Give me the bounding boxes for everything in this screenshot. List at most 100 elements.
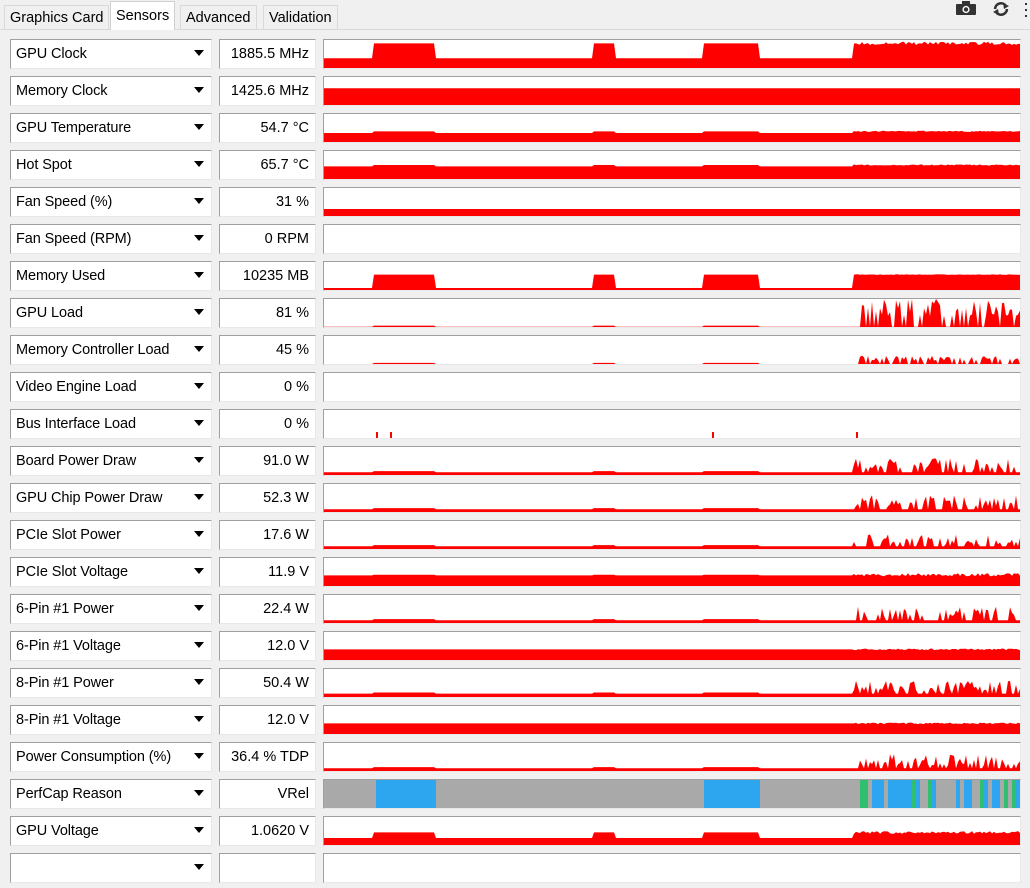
chevron-down-icon[interactable] xyxy=(194,753,204,759)
sensor-name-dropdown[interactable]: GPU Voltage xyxy=(10,816,212,846)
chevron-down-icon[interactable] xyxy=(194,87,204,93)
sensor-row: Memory Clock 1425.6 MHz xyxy=(0,74,1030,111)
perfcap-segment xyxy=(368,780,372,808)
perfcap-segment xyxy=(972,780,976,808)
sensor-row: Memory Controller Load 45 % xyxy=(0,333,1030,370)
perfcap-segment xyxy=(976,780,980,808)
perfcap-segment xyxy=(784,780,788,808)
chevron-down-icon[interactable] xyxy=(194,50,204,56)
sensor-name-dropdown[interactable]: PCIe Slot Power xyxy=(10,520,212,550)
sensor-value: 0 RPM xyxy=(219,224,316,254)
graph-area xyxy=(324,164,1020,179)
chevron-down-icon[interactable] xyxy=(194,531,204,537)
sensor-row: GPU Voltage 1.0620 V xyxy=(0,814,1030,851)
sensor-name-dropdown[interactable]: 6-Pin #1 Voltage xyxy=(10,631,212,661)
chevron-down-icon[interactable] xyxy=(194,420,204,426)
perfcap-segment xyxy=(892,780,896,808)
chevron-down-icon[interactable] xyxy=(194,235,204,241)
sensor-row: PCIe Slot Power 17.6 W xyxy=(0,518,1030,555)
chevron-down-icon[interactable] xyxy=(194,568,204,574)
sensor-name-dropdown[interactable]: Power Consumption (%) xyxy=(10,742,212,772)
chevron-down-icon[interactable] xyxy=(194,605,204,611)
perfcap-segment xyxy=(572,780,576,808)
chevron-down-icon[interactable] xyxy=(194,198,204,204)
perfcap-segment xyxy=(420,780,424,808)
chevron-down-icon[interactable] xyxy=(194,790,204,796)
perfcap-segment xyxy=(876,780,880,808)
perfcap-segment xyxy=(808,780,812,808)
chevron-down-icon[interactable] xyxy=(194,346,204,352)
sensor-name-dropdown[interactable]: GPU Clock xyxy=(10,39,212,69)
perfcap-segment xyxy=(992,780,996,808)
sensor-name-label: Memory Controller Load xyxy=(16,342,170,358)
sensor-row: GPU Temperature 54.7 °C xyxy=(0,111,1030,148)
sensor-value: 22.4 W xyxy=(219,594,316,624)
sensor-name-label: Memory Clock xyxy=(16,83,108,99)
chevron-down-icon[interactable] xyxy=(194,864,204,870)
perfcap-segment xyxy=(568,780,572,808)
sensor-graph-plot xyxy=(324,164,1020,179)
sensor-name-dropdown[interactable]: Video Engine Load xyxy=(10,372,212,402)
sensor-name-dropdown[interactable]: Memory Clock xyxy=(10,76,212,106)
perfcap-segment xyxy=(496,780,500,808)
sensor-name-dropdown[interactable]: GPU Load xyxy=(10,298,212,328)
sensor-name-dropdown[interactable]: 8-Pin #1 Voltage xyxy=(10,705,212,735)
perfcap-segment xyxy=(688,780,692,808)
chevron-down-icon[interactable] xyxy=(194,309,204,315)
chevron-down-icon[interactable] xyxy=(194,272,204,278)
tab-sensors[interactable]: Sensors xyxy=(110,1,176,30)
sensor-name-dropdown[interactable]: Hot Spot xyxy=(10,150,212,180)
perfcap-segment xyxy=(888,780,892,808)
perfcap-segment xyxy=(552,780,556,808)
sensor-value: 12.0 V xyxy=(219,631,316,661)
chevron-down-icon[interactable] xyxy=(194,383,204,389)
sensor-name-dropdown[interactable]: 6-Pin #1 Power xyxy=(10,594,212,624)
perfcap-segment xyxy=(488,780,492,808)
sensor-name-label: 8-Pin #1 Power xyxy=(16,675,114,691)
chevron-down-icon[interactable] xyxy=(194,679,204,685)
perfcap-segment xyxy=(756,780,760,808)
sensor-name-label: Power Consumption (%) xyxy=(16,749,172,765)
sensor-name-dropdown[interactable]: GPU Temperature xyxy=(10,113,212,143)
tab-graphics-card[interactable]: Graphics Card xyxy=(4,5,110,29)
perfcap-segment xyxy=(628,780,632,808)
sensor-name-dropdown[interactable]: Memory Used xyxy=(10,261,212,291)
sensor-name-dropdown[interactable]: Memory Controller Load xyxy=(10,335,212,365)
sensor-name-dropdown[interactable]: Fan Speed (%) xyxy=(10,187,212,217)
sensor-name-dropdown[interactable]: 8-Pin #1 Power xyxy=(10,668,212,698)
perfcap-segment xyxy=(908,780,912,808)
chevron-down-icon[interactable] xyxy=(194,124,204,130)
sensor-name-dropdown[interactable]: PCIe Slot Voltage xyxy=(10,557,212,587)
sensor-name-dropdown[interactable]: PerfCap Reason xyxy=(10,779,212,809)
perfcap-segment xyxy=(532,780,536,808)
tab-validation[interactable]: Validation xyxy=(263,5,338,29)
chevron-down-icon[interactable] xyxy=(194,827,204,833)
sensor-name-dropdown[interactable] xyxy=(10,853,212,883)
perfcap-segment xyxy=(372,780,376,808)
camera-icon[interactable] xyxy=(955,0,977,21)
sensor-name-dropdown[interactable]: Fan Speed (RPM) xyxy=(10,224,212,254)
tab-advanced[interactable]: Advanced xyxy=(180,5,257,29)
perfcap-segment xyxy=(1004,780,1008,808)
perfcap-segment xyxy=(376,780,380,808)
perfcap-segment xyxy=(468,780,472,808)
perfcap-segment xyxy=(492,780,496,808)
sensor-graph xyxy=(323,150,1021,180)
refresh-icon[interactable] xyxy=(992,1,1010,22)
graph-area xyxy=(324,495,1020,512)
sensor-graph-plot xyxy=(324,274,1020,290)
sensor-graph-plot xyxy=(324,780,1020,808)
chevron-down-icon[interactable] xyxy=(194,457,204,463)
perfcap-segment xyxy=(632,780,636,808)
chevron-down-icon[interactable] xyxy=(194,494,204,500)
sensor-graph-plot xyxy=(376,432,858,438)
sensor-name-dropdown[interactable]: GPU Chip Power Draw xyxy=(10,483,212,513)
perfcap-segment xyxy=(968,780,972,808)
perfcap-segment xyxy=(656,780,660,808)
chevron-down-icon[interactable] xyxy=(194,716,204,722)
chevron-down-icon[interactable] xyxy=(194,161,204,167)
sensor-name-dropdown[interactable]: Bus Interface Load xyxy=(10,409,212,439)
sensor-name-dropdown[interactable]: Board Power Draw xyxy=(10,446,212,476)
chevron-down-icon[interactable] xyxy=(194,642,204,648)
menu-icon[interactable] xyxy=(1024,2,1028,23)
